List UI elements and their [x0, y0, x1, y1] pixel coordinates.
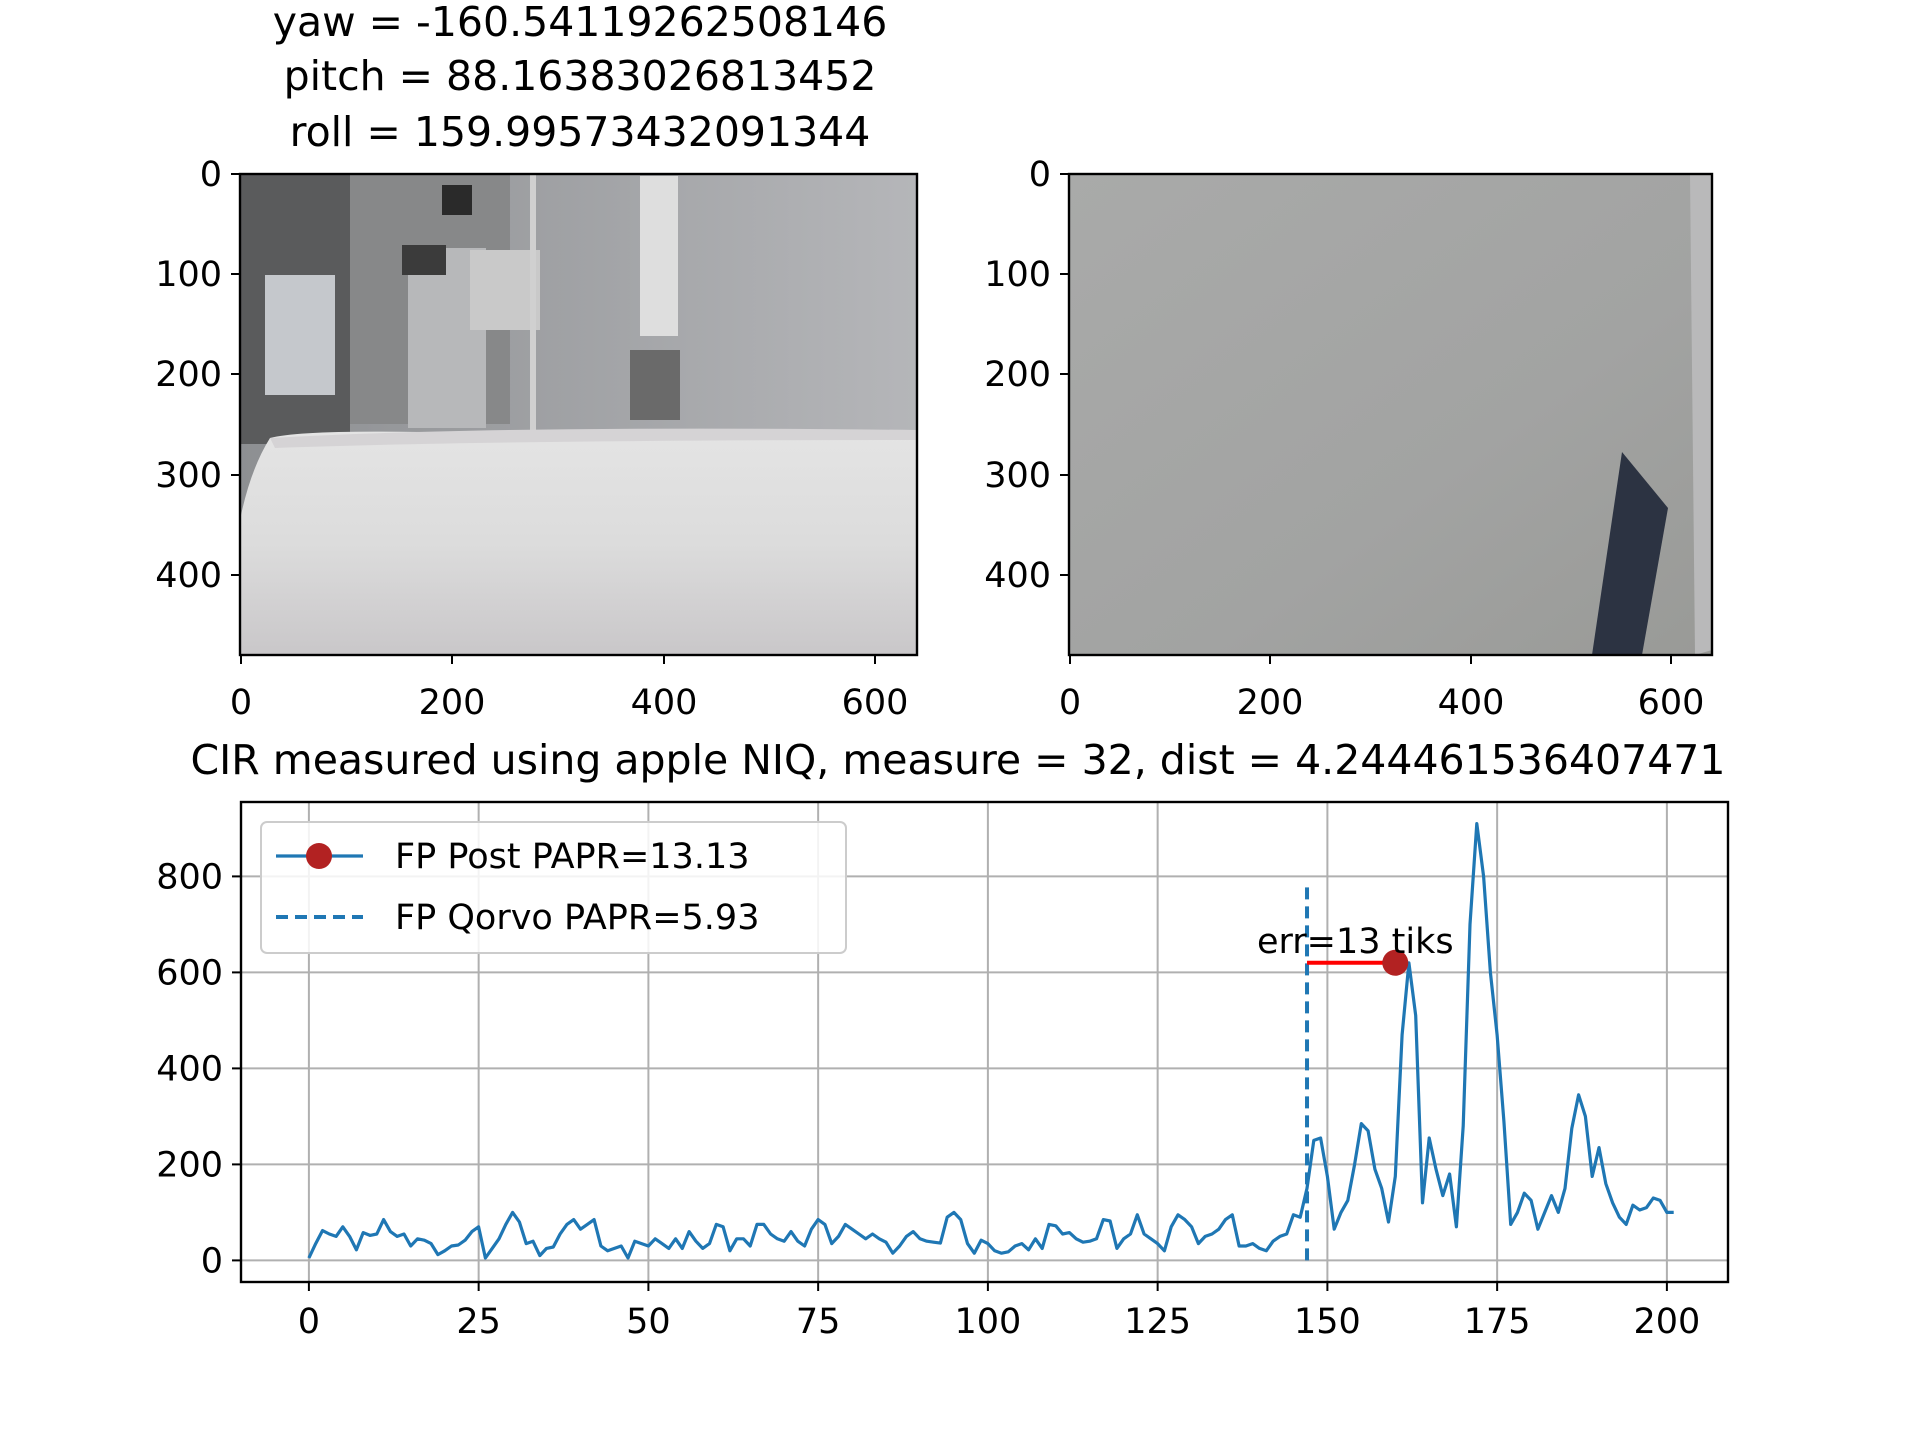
- left-xtick-label: 600: [842, 683, 909, 723]
- x-tick-label: 150: [1294, 1302, 1361, 1342]
- left-ytick-label: 400: [155, 556, 222, 596]
- y-tick-label: 800: [156, 857, 223, 897]
- x-tick-label: 100: [954, 1302, 1021, 1342]
- right-image-frame: [1067, 172, 1714, 657]
- right-image-ticks: 0 100 200 300 400 0 200 400 600: [984, 155, 1704, 723]
- right-ytick-label: 300: [984, 456, 1051, 496]
- roll-title: roll = 159.99573432091344: [290, 108, 871, 156]
- left-xtick-label: 400: [631, 683, 698, 723]
- error-annotation-label: err=13 tiks: [1257, 922, 1454, 962]
- left-xtick-label: 0: [230, 683, 252, 723]
- yaw-title: yaw = -160.54119262508146: [273, 0, 888, 46]
- cir-chart-title: CIR measured using apple NIQ, measure = …: [191, 736, 1726, 784]
- right-ytick-label: 400: [984, 556, 1051, 596]
- pitch-title: pitch = 88.16383026813452: [284, 52, 877, 100]
- x-tick-label: 0: [298, 1302, 320, 1342]
- left-camera-image-panel: 0 100 200 300 400 0 200 400 600: [155, 155, 919, 723]
- left-image-ticks: 0 100 200 300 400 0 200 400 600: [155, 155, 908, 723]
- right-xtick-label: 0: [1059, 683, 1081, 723]
- y-tick-label: 400: [156, 1049, 223, 1089]
- legend-marker-fp-post: [306, 843, 332, 869]
- fp-post-series-line: [307, 821, 1674, 1260]
- legend-label-fp-qorvo: FP Qorvo PAPR=5.93: [395, 898, 759, 938]
- left-ytick-label: 0: [200, 155, 222, 195]
- legend-label-fp-post: FP Post PAPR=13.13: [395, 837, 749, 877]
- right-camera-photo: [1069, 174, 1712, 655]
- cir-plot-frame: [239, 800, 1730, 1284]
- legend-box: [260, 821, 847, 954]
- left-xtick-label: 200: [419, 683, 486, 723]
- right-xtick-label: 600: [1638, 683, 1705, 723]
- image-titles: yaw = -160.54119262508146 pitch = 88.163…: [273, 0, 888, 156]
- right-ytick-label: 200: [984, 355, 1051, 395]
- x-tick-label: 50: [626, 1302, 671, 1342]
- fp-post-marker: [1382, 949, 1409, 976]
- right-ytick-label: 100: [984, 255, 1051, 295]
- y-tick-label: 0: [201, 1241, 223, 1281]
- left-camera-photo: [240, 174, 917, 655]
- x-tick-label: 75: [796, 1302, 841, 1342]
- x-tick-label: 125: [1124, 1302, 1191, 1342]
- right-camera-image-panel: 0 100 200 300 400 0 200 400 600: [984, 155, 1714, 723]
- legend: FP Post PAPR=13.13 FP Qorvo PAPR=5.93: [260, 821, 847, 954]
- y-tick-label: 600: [156, 953, 223, 993]
- x-tick-label: 200: [1633, 1302, 1700, 1342]
- left-ytick-label: 100: [155, 255, 222, 295]
- right-ytick-label: 0: [1029, 155, 1051, 195]
- right-xtick-label: 200: [1237, 683, 1304, 723]
- y-tick-label: 200: [156, 1145, 223, 1185]
- x-tick-label: 25: [456, 1302, 501, 1342]
- right-xtick-label: 400: [1438, 683, 1505, 723]
- left-ytick-label: 200: [155, 355, 222, 395]
- x-tick-label: 175: [1464, 1302, 1531, 1342]
- left-ytick-label: 300: [155, 456, 222, 496]
- cir-chart: err=13 tiks 0 25 50 75 100 125 150 175 200 0 200 400…: [156, 800, 1730, 1342]
- left-image-frame: [238, 172, 919, 657]
